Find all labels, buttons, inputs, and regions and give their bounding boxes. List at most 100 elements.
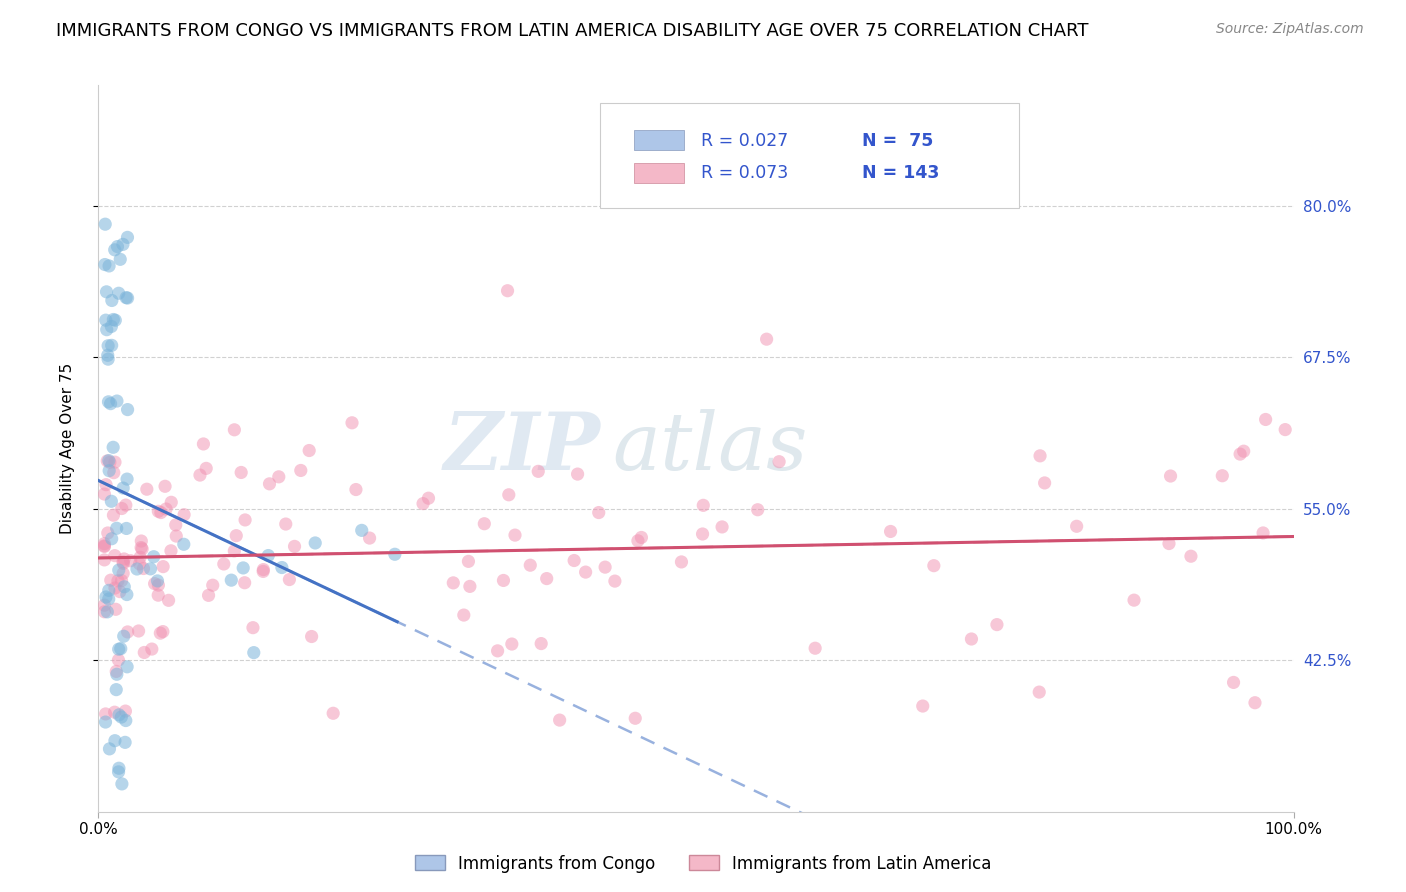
Point bbox=[359, 531, 381, 545]
Point bbox=[340, 416, 363, 430]
Point bbox=[201, 578, 224, 592]
Point bbox=[114, 714, 136, 728]
Point bbox=[496, 284, 519, 298]
Point bbox=[492, 574, 515, 588]
Y-axis label: Disability Age Over 75: Disability Age Over 75 bbox=[60, 363, 75, 533]
Point bbox=[242, 621, 264, 635]
Point bbox=[104, 549, 127, 563]
Point bbox=[1180, 549, 1202, 564]
Point bbox=[153, 479, 176, 493]
Point bbox=[112, 629, 135, 643]
Point bbox=[96, 323, 118, 337]
Point bbox=[94, 313, 117, 327]
Point bbox=[536, 572, 558, 586]
Point bbox=[453, 608, 475, 623]
Point bbox=[142, 549, 165, 564]
Point bbox=[350, 524, 373, 538]
Point bbox=[97, 583, 120, 598]
Text: atlas: atlas bbox=[613, 409, 807, 487]
Point bbox=[94, 477, 117, 491]
Point bbox=[100, 319, 122, 334]
Point bbox=[103, 312, 125, 326]
Point bbox=[97, 352, 120, 367]
Point bbox=[233, 513, 256, 527]
Point bbox=[1160, 469, 1182, 483]
Point bbox=[1029, 449, 1052, 463]
Point bbox=[97, 453, 120, 467]
Point bbox=[562, 553, 585, 567]
Point bbox=[114, 735, 136, 749]
Point bbox=[97, 339, 120, 353]
Point bbox=[498, 488, 520, 502]
Text: IMMIGRANTS FROM CONGO VS IMMIGRANTS FROM LATIN AMERICA DISABILITY AGE OVER 75 CO: IMMIGRANTS FROM CONGO VS IMMIGRANTS FROM… bbox=[56, 22, 1088, 40]
Point bbox=[233, 575, 256, 590]
Point bbox=[160, 495, 183, 509]
Point bbox=[107, 642, 129, 657]
Point bbox=[486, 644, 509, 658]
Point bbox=[501, 637, 523, 651]
Point bbox=[530, 637, 553, 651]
Point bbox=[98, 464, 121, 478]
Point bbox=[165, 529, 187, 543]
Point bbox=[94, 590, 117, 604]
Point bbox=[252, 565, 274, 579]
Point bbox=[160, 543, 183, 558]
Point bbox=[283, 540, 305, 554]
Point bbox=[93, 605, 115, 619]
Text: N =  75: N = 75 bbox=[862, 132, 934, 150]
Point bbox=[108, 584, 131, 599]
Point bbox=[922, 558, 945, 573]
Point bbox=[96, 285, 118, 299]
Point bbox=[527, 464, 550, 478]
Point bbox=[94, 706, 117, 721]
Point bbox=[93, 539, 115, 553]
Text: R = 0.027: R = 0.027 bbox=[700, 132, 787, 150]
Point bbox=[115, 588, 138, 602]
Point bbox=[100, 338, 122, 352]
Point bbox=[519, 558, 541, 573]
Point bbox=[96, 454, 118, 468]
Point bbox=[548, 713, 571, 727]
Text: R = 0.073: R = 0.073 bbox=[700, 164, 787, 183]
Point bbox=[93, 598, 115, 612]
Point bbox=[107, 574, 129, 588]
Point bbox=[98, 455, 121, 469]
Point bbox=[135, 482, 157, 496]
Point bbox=[418, 491, 440, 506]
Point bbox=[115, 660, 138, 674]
Point bbox=[1028, 685, 1050, 699]
Text: Source: ZipAtlas.com: Source: ZipAtlas.com bbox=[1216, 22, 1364, 37]
Point bbox=[105, 394, 128, 409]
Point bbox=[108, 761, 131, 775]
Point bbox=[117, 230, 139, 244]
Point bbox=[139, 562, 162, 576]
Point bbox=[193, 437, 215, 451]
Point bbox=[1033, 475, 1056, 490]
Point bbox=[157, 593, 180, 607]
Point bbox=[384, 547, 406, 561]
Point bbox=[100, 397, 122, 411]
Point bbox=[115, 521, 138, 535]
Point bbox=[412, 497, 434, 511]
Point bbox=[148, 588, 170, 602]
Point bbox=[107, 563, 129, 577]
Point bbox=[97, 592, 120, 607]
Point bbox=[768, 455, 790, 469]
Point bbox=[457, 554, 479, 568]
Point bbox=[344, 483, 367, 497]
Point bbox=[149, 626, 172, 640]
Point bbox=[267, 470, 290, 484]
Point bbox=[624, 711, 647, 725]
Point bbox=[128, 557, 150, 571]
Point bbox=[146, 574, 169, 588]
Point bbox=[120, 554, 142, 568]
Point bbox=[132, 561, 155, 575]
Point bbox=[692, 527, 714, 541]
Point bbox=[755, 332, 778, 346]
Point bbox=[747, 502, 769, 516]
Point bbox=[911, 699, 934, 714]
Point bbox=[188, 468, 211, 483]
Point bbox=[143, 576, 166, 591]
Text: ZIP: ZIP bbox=[443, 409, 600, 487]
Point bbox=[117, 291, 139, 305]
